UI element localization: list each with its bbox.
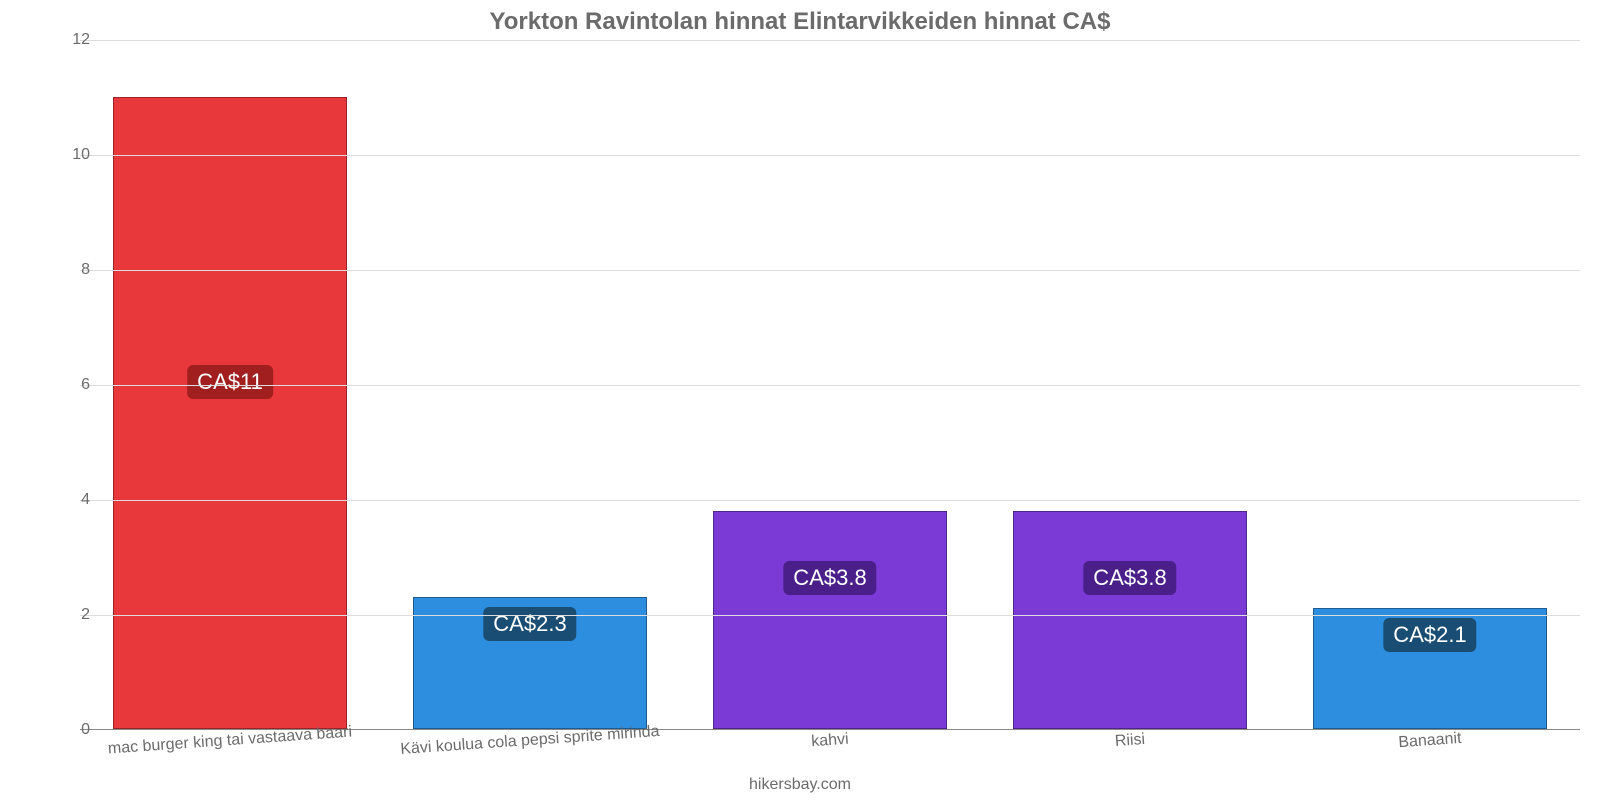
grid-line [80,385,1580,386]
bar: CA$3.8 [1013,511,1247,730]
bar: CA$3.8 [713,511,947,730]
grid-line [80,500,1580,501]
bar: CA$2.1 [1313,608,1547,729]
grid-line [80,270,1580,271]
value-badge: CA$3.8 [1083,561,1176,595]
chart-title: Yorkton Ravintolan hinnat Elintarvikkeid… [0,8,1600,36]
price-bar-chart: Yorkton Ravintolan hinnat Elintarvikkeid… [0,0,1600,800]
grid-line [80,615,1580,616]
y-tick-label: 0 [30,721,90,739]
value-badge: CA$2.1 [1383,618,1476,652]
grid-line [80,40,1580,41]
value-badge: CA$11 [187,365,273,399]
value-badge: CA$2.3 [483,607,576,641]
grid-line [80,155,1580,156]
bar: CA$11 [113,97,347,730]
y-tick-label: 2 [30,606,90,624]
bar: CA$2.3 [413,597,647,729]
y-tick-label: 4 [30,491,90,509]
y-tick-label: 10 [30,146,90,164]
plot-area: CA$11 CA$2.3 CA$3.8 CA$3.8 CA$2.1 [80,40,1580,730]
chart-footer: hikersbay.com [0,776,1600,794]
value-badge: CA$3.8 [783,561,876,595]
y-tick-label: 12 [30,31,90,49]
y-tick-label: 6 [30,376,90,394]
y-tick-label: 8 [30,261,90,279]
